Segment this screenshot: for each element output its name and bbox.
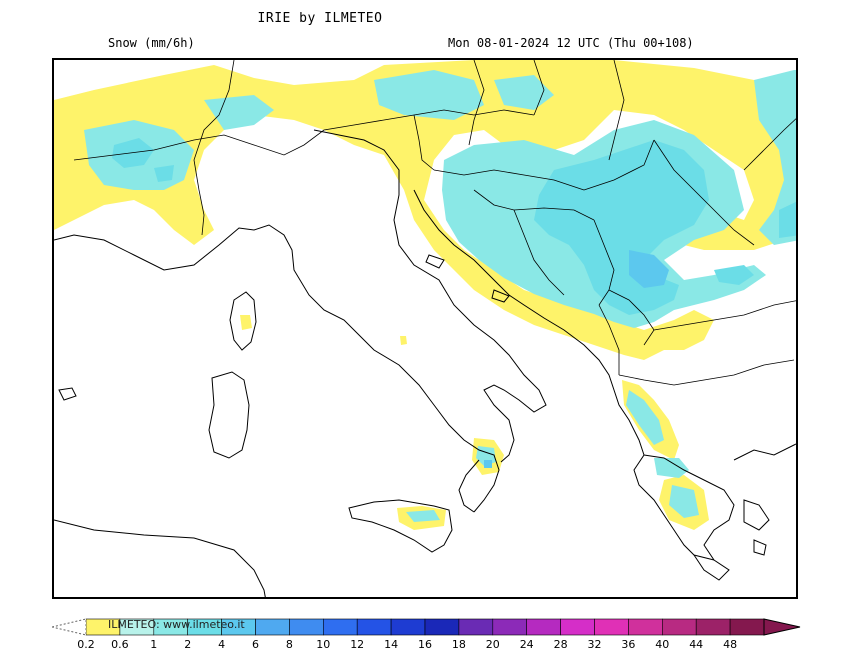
legend-cell [289,618,324,636]
legend-tick-label: 36 [621,638,636,651]
legend-cell [322,618,358,636]
map-title: IRIE by ILMETEO [257,11,383,26]
legend-tick-label: 44 [689,638,704,651]
legend-tick-label: 40 [655,638,670,651]
legend-cell [458,618,494,636]
legend-tick-label: 0.6 [111,638,129,651]
legend-cell [255,618,290,636]
legend-cell [526,618,561,636]
legend-tick-label: 0.2 [77,638,95,651]
forecast-map [52,58,798,599]
legend-cell [560,618,595,636]
legend-cell [695,618,731,636]
legend-tick-label: 10 [316,638,331,651]
legend-tick-label: 18 [451,638,466,651]
legend-cells [85,618,765,636]
legend-cell [356,618,392,636]
snow-field-blue [484,250,669,468]
legend-cell [628,618,663,636]
coastlines [54,129,796,597]
legend-upper-arrow [763,618,801,636]
legend-tick-label: 16 [418,638,432,651]
legend-tick-label: 32 [587,638,602,651]
field-label: Snow (mm/6h) [108,36,195,50]
legend-cell [729,618,765,636]
legend-colorbar [52,618,801,636]
legend-tick-label: 24 [519,638,534,651]
legend-tick-label: 2 [184,638,192,651]
legend-tick-label: 20 [485,638,500,651]
legend-cell [492,618,527,636]
legend-cell [424,618,460,636]
legend-lower-arrow [52,618,87,636]
legend-tick-label: 12 [350,638,365,651]
legend-tick-label: 28 [553,638,568,651]
legend-cell [594,618,629,636]
legend-cell [390,618,426,636]
legend-credit: ILMETEO: www.ilmeteo.it [108,618,245,631]
legend-tick-label: 6 [252,638,259,651]
legend-tick-label: 14 [384,638,399,651]
legend-tick-label: 1 [150,638,158,651]
valid-time-label: Mon 08-01-2024 12 UTC (Thu 00+108) [448,36,694,50]
map-canvas [54,60,796,597]
legend-tick-label: 4 [218,638,226,651]
snow-legend: ILMETEO: www.ilmeteo.it 0.2 0.6 1 2 4 6 8 10 12 1… [52,617,812,657]
legend-tick-label: 8 [285,638,293,651]
legend-tick-label: 48 [723,638,738,651]
legend-cell [661,618,697,636]
country-borders [73,60,796,386]
